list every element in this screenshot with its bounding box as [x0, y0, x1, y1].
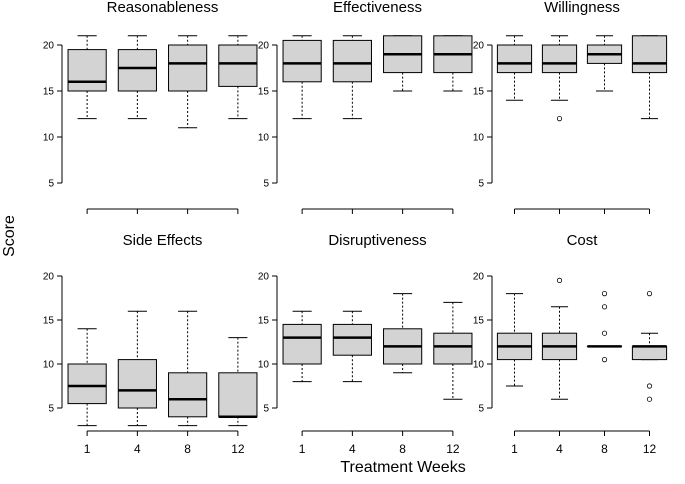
x-tick-label: 8 — [601, 442, 608, 456]
x-tick-label: 1 — [511, 442, 518, 456]
x-tick-label: 12 — [231, 442, 245, 456]
y-tick-label: 15 — [43, 87, 55, 98]
box — [631, 35, 668, 74]
outlier-point — [646, 383, 653, 389]
y-tick-label: 20 — [473, 41, 485, 52]
x-tick-label: 12 — [446, 442, 460, 456]
box — [332, 323, 372, 356]
outlier-point — [556, 116, 563, 122]
outlier-point — [601, 290, 608, 297]
y-tick-label: 15 — [258, 316, 270, 327]
outlier-point — [601, 304, 608, 310]
y-tick-label: 5 — [263, 179, 269, 190]
outlier-point — [601, 356, 608, 363]
box — [541, 44, 578, 74]
box — [282, 39, 322, 83]
y-tick-label: 10 — [258, 133, 270, 144]
panel-title: Effectiveness — [333, 0, 422, 16]
outlier-point — [646, 290, 653, 297]
y-tick-label: 15 — [473, 316, 485, 327]
y-tick-label: 5 — [478, 404, 484, 415]
panel-title: Cost — [567, 232, 599, 249]
box — [168, 372, 208, 418]
y-tick-label: 15 — [43, 316, 55, 327]
box — [282, 323, 322, 365]
x-tick-label: 4 — [134, 442, 141, 456]
box — [332, 39, 372, 83]
panel-title: Disruptiveness — [328, 232, 426, 249]
y-tick-label: 10 — [43, 360, 55, 371]
outlier-point — [646, 396, 653, 402]
box — [496, 44, 533, 74]
panel-title: Reasonableness — [107, 0, 219, 16]
outlier-point — [601, 330, 608, 336]
y-tick-label: 20 — [258, 41, 270, 52]
y-tick-label: 20 — [473, 272, 485, 283]
y-tick-label: 15 — [258, 87, 270, 98]
x-tick-label: 1 — [299, 442, 306, 456]
y-tick-label: 10 — [258, 360, 270, 371]
x-tick-label: 1 — [84, 442, 91, 456]
box — [168, 44, 208, 92]
y-axis-title: Score — [1, 215, 18, 257]
x-axis-title: Treatment Weeks — [340, 459, 465, 476]
outlier-point — [556, 277, 563, 283]
box — [67, 49, 107, 92]
box — [117, 49, 157, 92]
y-tick-label: 15 — [473, 87, 485, 98]
box — [631, 345, 668, 361]
x-tick-label: 8 — [184, 442, 191, 456]
box — [67, 363, 107, 405]
y-tick-label: 10 — [43, 133, 55, 144]
panel-title: Side Effects — [123, 232, 203, 249]
y-tick-label: 20 — [43, 41, 55, 52]
y-tick-label: 10 — [473, 133, 485, 144]
x-tick-label: 4 — [349, 442, 356, 456]
x-tick-label: 4 — [556, 442, 563, 456]
y-tick-label: 10 — [473, 360, 485, 371]
y-tick-label: 5 — [48, 179, 54, 190]
y-tick-label: 5 — [48, 404, 54, 415]
y-tick-label: 20 — [43, 272, 55, 283]
box — [433, 332, 473, 365]
box — [117, 359, 157, 409]
box — [218, 372, 258, 418]
panel-title: Willingness — [544, 0, 620, 16]
x-tick-label: 8 — [399, 442, 406, 456]
y-tick-label: 5 — [263, 404, 269, 415]
box — [218, 44, 258, 87]
x-tick-label: 12 — [643, 442, 657, 456]
y-tick-label: 20 — [258, 272, 270, 283]
y-tick-label: 5 — [478, 179, 484, 190]
